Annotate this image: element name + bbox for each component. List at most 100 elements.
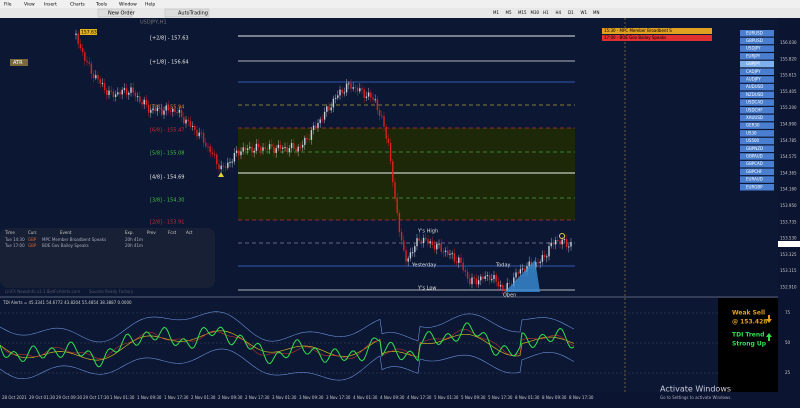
symbol-label[interactable]: GER30 xyxy=(746,123,760,128)
candle xyxy=(75,33,77,35)
timeframe-button[interactable]: M1 xyxy=(493,10,499,15)
atr-badge xyxy=(10,59,28,66)
symbol-label[interactable]: US500 xyxy=(746,138,760,143)
candle xyxy=(495,274,497,282)
candle xyxy=(183,117,185,124)
symbol-label[interactable]: AUDJPY xyxy=(746,77,761,82)
symbol-label[interactable]: GBPUSD xyxy=(746,38,763,43)
timeframe-button[interactable]: H1 xyxy=(543,10,549,15)
candle xyxy=(244,147,247,151)
menu-item[interactable]: Window xyxy=(119,2,137,8)
menu-item[interactable]: Help xyxy=(145,2,155,8)
menu-item[interactable]: Tools xyxy=(95,2,108,8)
symbol-button[interactable] xyxy=(740,145,774,153)
symbol-button[interactable] xyxy=(740,184,774,191)
candle xyxy=(543,255,546,257)
timeframe-button[interactable]: D1 xyxy=(568,10,574,15)
symbol-button[interactable] xyxy=(740,83,774,91)
candle xyxy=(205,142,207,147)
symbol-button[interactable] xyxy=(740,99,774,106)
menu-item[interactable]: File xyxy=(4,2,12,8)
candle xyxy=(546,256,548,258)
symbol-label[interactable]: XAUUSD xyxy=(746,115,763,120)
price-label: 154.990 xyxy=(780,122,797,127)
candle xyxy=(411,252,414,254)
symbol-button[interactable] xyxy=(740,137,774,145)
candle xyxy=(220,165,222,170)
symbol-button[interactable] xyxy=(740,114,774,122)
candle xyxy=(570,242,572,247)
arrow xyxy=(218,172,224,177)
symbol-label[interactable]: GBPAUD xyxy=(746,154,763,159)
symbol-label[interactable]: AUDUSD xyxy=(746,84,763,89)
symbol-button[interactable] xyxy=(740,107,774,114)
button[interactable] xyxy=(97,8,133,18)
button[interactable] xyxy=(164,8,210,18)
symbol-label[interactable]: USDJPY xyxy=(746,46,761,51)
timeframe-button[interactable]: M5 xyxy=(506,10,512,15)
price-label: 154.575 xyxy=(780,154,797,159)
candle xyxy=(504,288,506,292)
symbol-label[interactable]: CADJPY xyxy=(746,69,761,74)
symbol-button[interactable] xyxy=(740,60,774,68)
symbol-button[interactable] xyxy=(740,176,774,183)
candle xyxy=(486,275,489,277)
candle xyxy=(363,89,365,98)
timeframe-button[interactable]: M15 xyxy=(518,10,527,15)
candle xyxy=(130,87,132,93)
timeframe-button[interactable]: M30 xyxy=(531,10,540,15)
calendar-cell: Tue 17:00 xyxy=(4,243,25,248)
symbol-button[interactable] xyxy=(740,91,774,99)
symbol-label[interactable]: USDCHF xyxy=(746,107,763,112)
timeframe-button[interactable]: MN xyxy=(593,10,599,15)
candle xyxy=(301,144,304,148)
price-label: 155.820 xyxy=(780,56,797,61)
candle xyxy=(429,241,431,244)
candle xyxy=(233,152,236,162)
symbol-label[interactable]: USDCAD xyxy=(746,100,763,105)
timeframe-button[interactable]: W1 xyxy=(581,10,588,15)
button-label[interactable]: AutoTrading xyxy=(178,11,208,17)
candle xyxy=(409,252,412,259)
symbol-button[interactable] xyxy=(740,168,774,176)
symbol-label[interactable]: EURAUD xyxy=(746,177,763,182)
symbol-button[interactable] xyxy=(740,45,774,52)
candle xyxy=(297,146,299,152)
symbol-label[interactable]: GBPCAD xyxy=(746,161,763,166)
candle xyxy=(112,91,115,98)
symbol-label[interactable]: EURUSD xyxy=(746,30,763,35)
symbol-button[interactable] xyxy=(740,30,774,37)
calendar-header: Act xyxy=(186,230,193,235)
candle xyxy=(541,255,544,262)
symbol-button[interactable] xyxy=(740,153,774,160)
news-row xyxy=(602,28,712,34)
candle xyxy=(165,105,167,111)
symbol-label[interactable]: US30 xyxy=(746,130,757,135)
button-label[interactable]: New Order xyxy=(108,11,136,17)
symbol-button[interactable] xyxy=(740,53,774,60)
candle xyxy=(119,92,121,95)
price-label: 152.910 xyxy=(780,285,797,290)
candle xyxy=(416,238,418,247)
candle xyxy=(497,281,500,287)
candle xyxy=(125,88,128,95)
symbol-button[interactable] xyxy=(740,68,774,76)
symbol-button[interactable] xyxy=(740,37,774,45)
menu-item[interactable]: Insert xyxy=(44,2,57,8)
symbol-label[interactable]: EURJPY xyxy=(746,53,761,58)
symbol-button[interactable] xyxy=(740,130,774,137)
symbol-label[interactable]: GBPJPY xyxy=(746,61,761,66)
symbol-label[interactable]: NZDUSD xyxy=(746,92,763,97)
menu-item[interactable]: Charts xyxy=(70,2,85,8)
symbol-button[interactable] xyxy=(740,76,774,83)
symbol-label[interactable]: GBPCHF xyxy=(746,169,763,174)
symbol-button[interactable] xyxy=(740,160,774,168)
price-label: 155.405 xyxy=(780,89,797,94)
menu-item[interactable]: View xyxy=(24,2,35,8)
timeframe-button[interactable]: H4 xyxy=(556,10,562,15)
news-text: 17:00 - BOE Gov Bailey Speaks xyxy=(604,35,666,40)
time-label: 5 Nov 17:30 xyxy=(488,395,513,400)
symbol-label[interactable]: GBPNZD xyxy=(746,146,763,151)
symbol-button[interactable] xyxy=(740,122,774,129)
symbol-label[interactable]: EURGBP xyxy=(746,184,763,189)
